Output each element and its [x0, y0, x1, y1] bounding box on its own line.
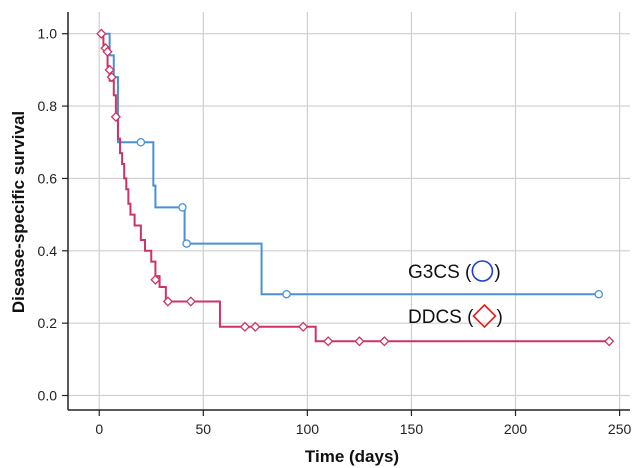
y-tick-label: 0.8 — [38, 98, 58, 114]
censor-marker-circle — [136, 138, 146, 147]
legend-circle-icon — [471, 260, 494, 282]
series-group — [96, 28, 615, 347]
legend-item-1: DDCS () — [408, 303, 503, 329]
censor-marker-diamond — [354, 336, 365, 347]
y-tick-label: 0.2 — [38, 315, 58, 331]
censor-marker-diamond — [106, 72, 117, 83]
y-tick-label: 0.0 — [38, 388, 58, 404]
x-axis-title: Time (days) — [305, 447, 399, 466]
censor-marker-diamond — [150, 274, 161, 285]
censor-marker-diamond — [185, 296, 196, 307]
legend-diamond-icon — [472, 303, 497, 329]
legend-item-0: G3CS () — [408, 260, 501, 283]
censor-marker-diamond — [323, 336, 334, 347]
x-tick-label: 250 — [608, 421, 632, 437]
x-tick-label: 0 — [95, 421, 103, 437]
tick-labels: 0 50 100 150 200 250 0.0 0.2 0.4 0.6 0.8 1.0 — [38, 26, 632, 437]
censor-marker-diamond — [162, 296, 174, 307]
censor-marker-circle — [282, 289, 291, 299]
gridlines — [68, 12, 630, 410]
x-tick-label: 100 — [296, 421, 320, 437]
y-tick-label: 0.4 — [38, 243, 58, 259]
censor-marker-diamond — [102, 46, 113, 57]
legend-label: DDCS ( — [408, 307, 474, 328]
series-g3cs — [99, 32, 604, 299]
y-axis-title: Disease-specific survival — [9, 111, 28, 313]
legend: G3CS ()DDCS () — [408, 260, 503, 329]
survival-curve-g3cs — [99, 32, 599, 296]
censor-marker-diamond — [239, 321, 251, 332]
legend-close-paren: ) — [496, 307, 502, 328]
censor-marker-diamond — [298, 321, 309, 332]
censor-marker-circle — [178, 203, 187, 212]
y-tick-label: 1.0 — [38, 26, 58, 42]
x-tick-label: 200 — [504, 421, 528, 437]
y-tick-label: 0.6 — [38, 170, 58, 186]
censor-marker-diamond — [250, 321, 261, 332]
x-tick-label: 50 — [196, 421, 212, 437]
censor-marker-diamond — [604, 336, 615, 347]
censor-marker-diamond — [110, 111, 121, 123]
censor-marker-circle — [182, 239, 191, 248]
censor-marker-diamond — [379, 336, 390, 347]
x-tick-label: 150 — [400, 421, 424, 437]
axes — [62, 12, 630, 416]
legend-label: G3CS ( — [408, 262, 472, 283]
censor-marker-circle — [594, 289, 604, 299]
series-ddcs — [96, 28, 615, 347]
censor-marker-diamond — [96, 28, 107, 39]
legend-close-paren: ) — [494, 262, 500, 283]
